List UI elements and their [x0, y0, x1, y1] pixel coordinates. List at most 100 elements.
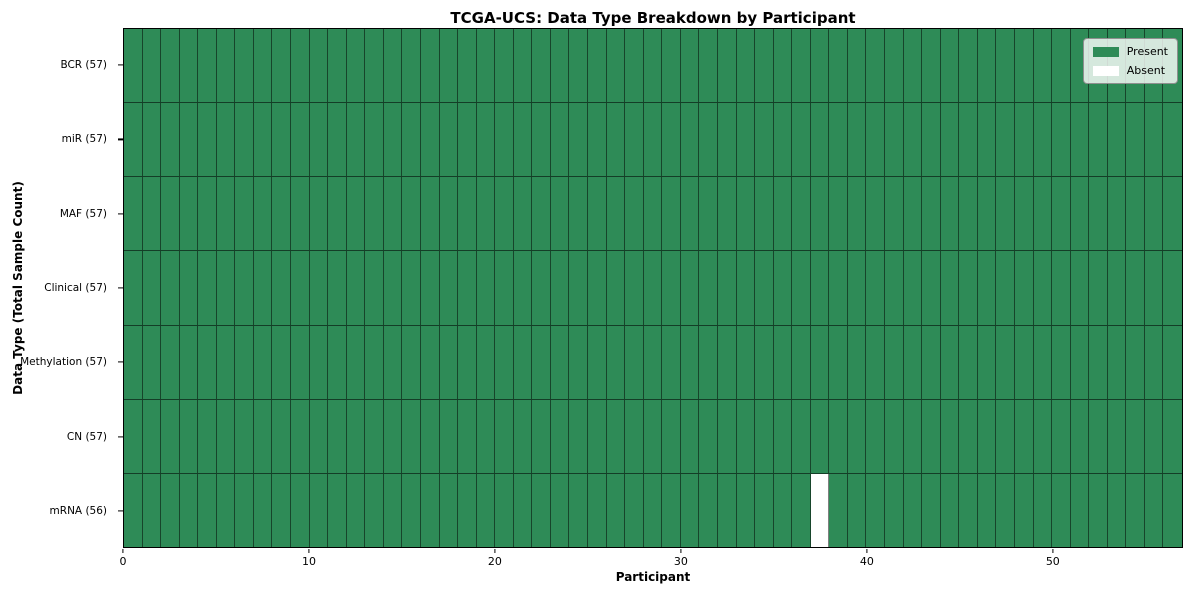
heatmap-cell: [1107, 251, 1127, 325]
heatmap-cell: [699, 29, 718, 103]
heatmap-cell: [680, 177, 700, 251]
heatmap-cell: [272, 177, 292, 251]
heatmap-cell: [773, 251, 793, 325]
heatmap-cell: [829, 103, 848, 177]
heatmap-cell: [680, 399, 700, 473]
y-tick-mark: [118, 361, 123, 363]
heatmap-cell: [124, 473, 143, 547]
heatmap-cell: [588, 29, 607, 103]
heatmap-cell: [1014, 251, 1034, 325]
heatmap-cell: [1033, 325, 1053, 399]
heatmap-cell: [365, 29, 384, 103]
heatmap-cell: [1144, 399, 1164, 473]
heatmap-cell: [124, 177, 143, 251]
heatmap-cell: [513, 399, 533, 473]
heatmap-cell: [662, 399, 681, 473]
heatmap-cell: [458, 29, 477, 103]
heatmap-cell: [179, 177, 199, 251]
heatmap-cell: [940, 473, 960, 547]
heatmap-cell: [792, 251, 811, 325]
heatmap-cell: [1144, 251, 1164, 325]
heatmap-cell: [755, 325, 774, 399]
heatmap-cell: [513, 103, 533, 177]
heatmap-cell-absent: [810, 473, 830, 547]
heatmap-cell: [588, 251, 607, 325]
heatmap-cell: [625, 399, 644, 473]
heatmap-cell: [1144, 325, 1164, 399]
heatmap-cell: [1033, 103, 1053, 177]
heatmap-cell: [476, 251, 496, 325]
heatmap-cell: [142, 399, 162, 473]
heatmap-cell: [532, 29, 551, 103]
heatmap-cell: [198, 325, 217, 399]
heatmap-cell: [996, 29, 1015, 103]
heatmap-cell: [1126, 177, 1145, 251]
heatmap-cell: [588, 399, 607, 473]
heatmap-cell: [680, 29, 700, 103]
heatmap-cell: [1033, 473, 1053, 547]
heatmap-cell: [996, 103, 1015, 177]
heatmap-cell: [124, 29, 143, 103]
heatmap-cell: [1163, 251, 1182, 325]
heatmap-cell: [532, 251, 551, 325]
heatmap-cell: [922, 399, 941, 473]
heatmap-cell: [810, 251, 830, 325]
heatmap-cell: [736, 103, 756, 177]
heatmap-cell: [903, 399, 923, 473]
heatmap-cell: [606, 29, 626, 103]
heatmap-cell: [717, 325, 737, 399]
heatmap-cell: [142, 325, 162, 399]
heatmap-cell: [272, 29, 292, 103]
heatmap-cell: [309, 103, 329, 177]
y-ticks: [118, 28, 123, 548]
heatmap-cell: [606, 103, 626, 177]
heatmap-cell: [1163, 325, 1182, 399]
heatmap-cell: [662, 473, 681, 547]
heatmap-cell: [1070, 103, 1090, 177]
heatmap-cell: [198, 103, 217, 177]
heatmap-cell: [996, 251, 1015, 325]
heatmap-cell: [1089, 325, 1108, 399]
x-tick-label: 0: [119, 555, 127, 568]
heatmap-cell: [1033, 177, 1053, 251]
heatmap-cell: [885, 177, 904, 251]
heatmap-cell: [606, 399, 626, 473]
heatmap-cell: [829, 177, 848, 251]
heatmap-cell: [420, 325, 440, 399]
y-tick-mark: [118, 435, 123, 438]
heatmap-cell: [235, 325, 254, 399]
heatmap-cell: [420, 399, 440, 473]
heatmap-cell: [680, 325, 700, 399]
heatmap-cell: [903, 473, 923, 547]
heatmap-cell: [773, 325, 793, 399]
heatmap-cell: [179, 325, 199, 399]
heatmap-row: [124, 251, 1182, 326]
heatmap-cell: [625, 29, 644, 103]
heatmap-cell: [959, 103, 978, 177]
heatmap-cell: [550, 399, 570, 473]
heatmap-cell: [1052, 325, 1071, 399]
heatmap-cell: [569, 473, 589, 547]
heatmap-cell: [1033, 251, 1053, 325]
heatmap-cell: [1070, 473, 1090, 547]
heatmap-cell: [792, 29, 811, 103]
heatmap-cell: [755, 473, 774, 547]
heatmap-cell: [253, 251, 273, 325]
heatmap-cell: [662, 325, 681, 399]
heatmap-cell: [495, 399, 514, 473]
heatmap-cell: [736, 177, 756, 251]
heatmap-cell: [643, 29, 663, 103]
heatmap-cell: [216, 103, 236, 177]
heatmap-cell: [792, 177, 811, 251]
heatmap-row: [124, 399, 1182, 474]
heatmap-cell: [1126, 251, 1145, 325]
heatmap-cell: [680, 103, 700, 177]
heatmap-cell: [346, 103, 366, 177]
heatmap-cell: [662, 177, 681, 251]
heatmap-cell: [977, 399, 997, 473]
heatmap-cell: [680, 473, 700, 547]
heatmap-cell: [235, 29, 254, 103]
heatmap-cell: [940, 103, 960, 177]
heatmap-cell: [291, 473, 310, 547]
heatmap-cell: [1163, 177, 1182, 251]
